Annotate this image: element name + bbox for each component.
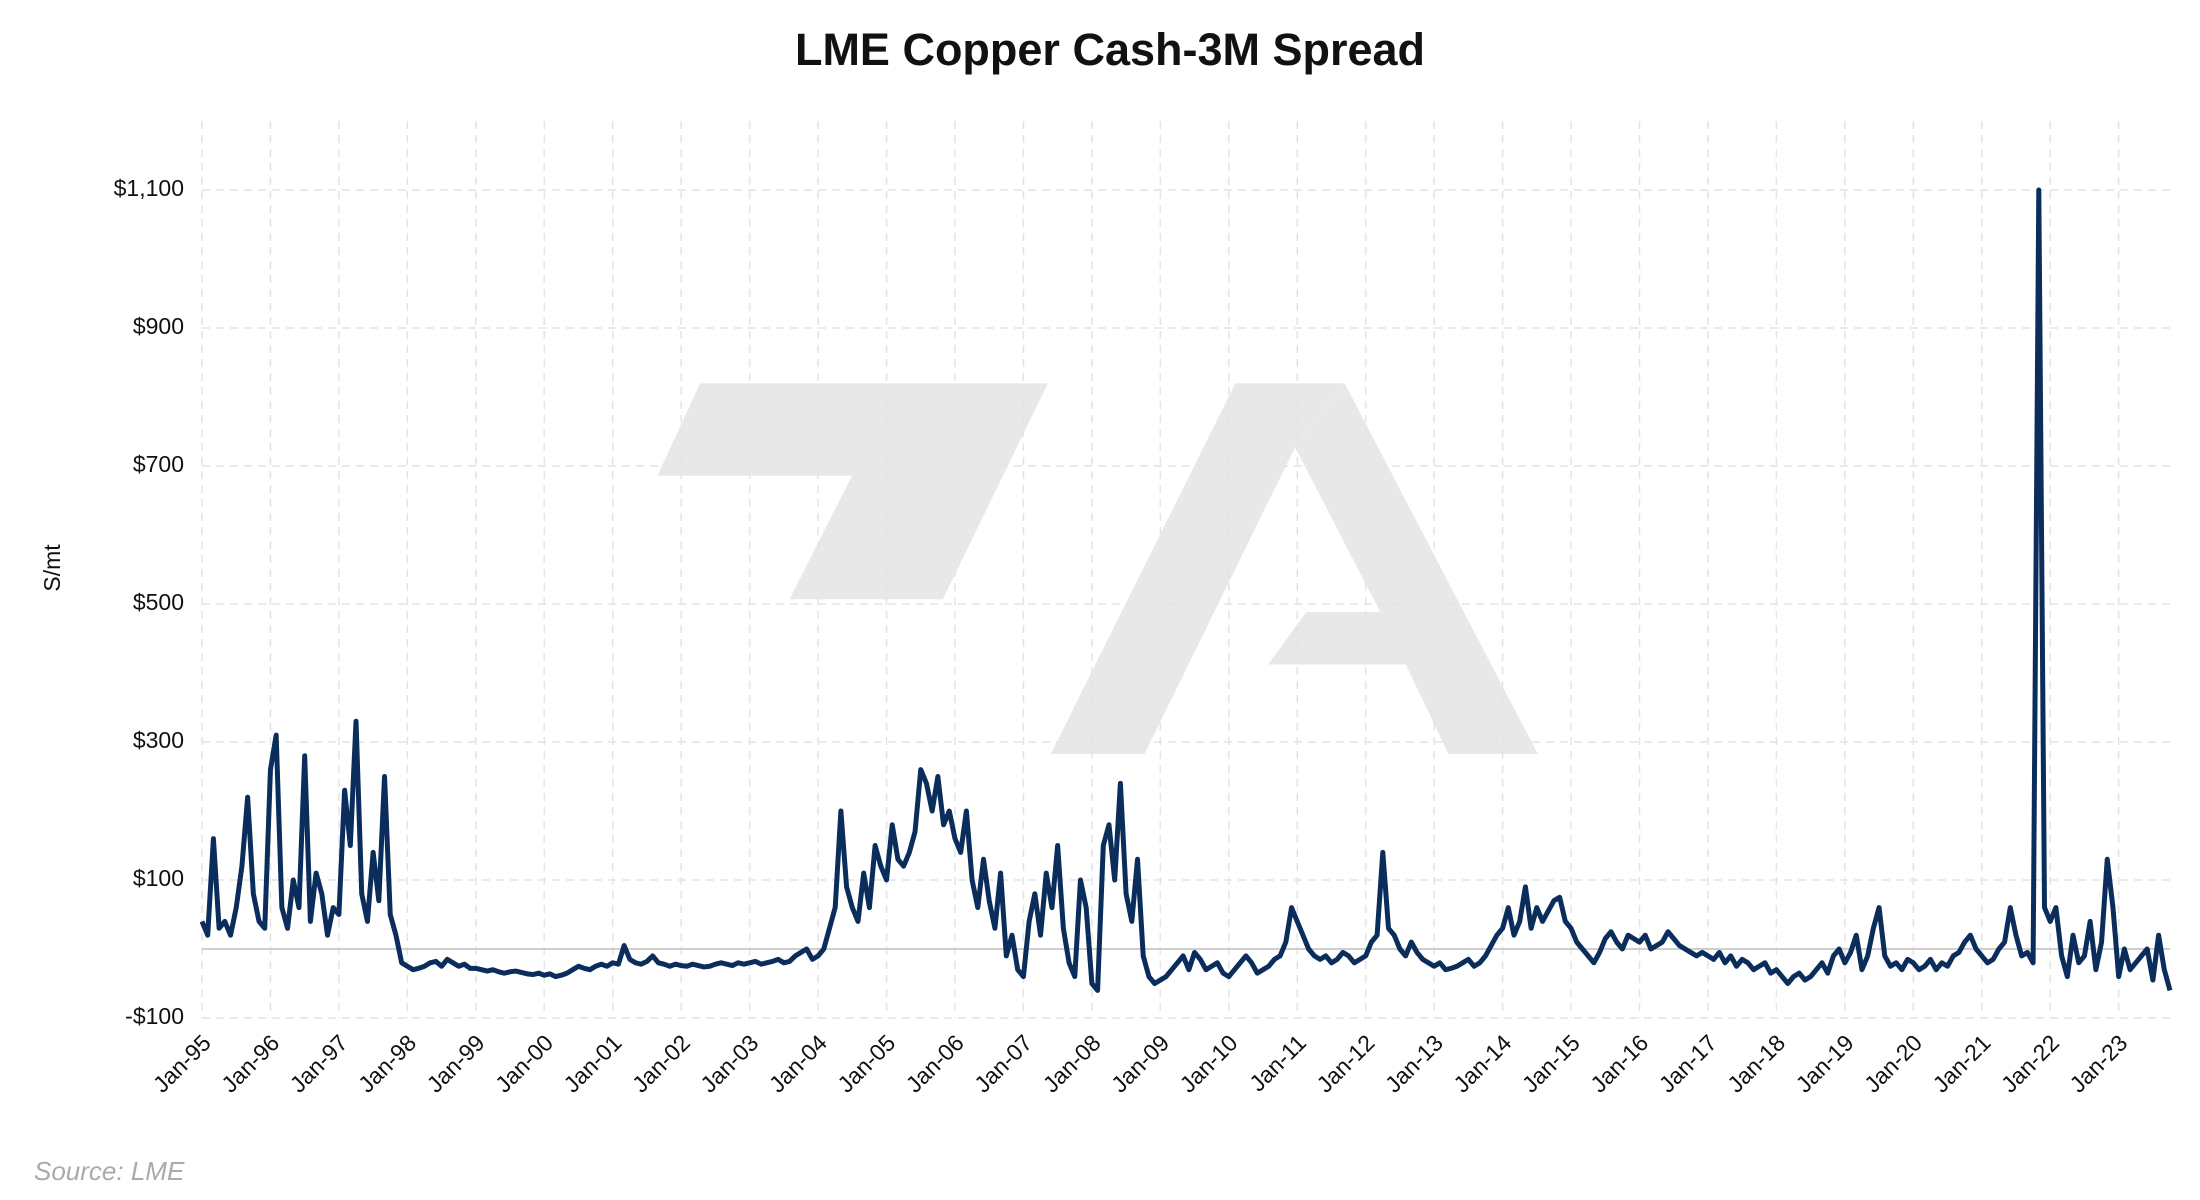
y-tick-label: $500	[133, 589, 184, 615]
x-tick-label: Jan-06	[901, 1029, 969, 1097]
y-tick-label: $1,100	[114, 175, 184, 201]
x-tick-label: Jan-99	[422, 1029, 490, 1097]
watermark-shape	[1268, 383, 1538, 755]
x-tick-label: Jan-98	[353, 1029, 421, 1097]
x-tick-label: Jan-96	[216, 1029, 284, 1097]
watermark-shape	[1050, 383, 1345, 755]
x-tick-label: Jan-19	[1791, 1029, 1859, 1097]
x-tick-label: Jan-17	[1654, 1029, 1722, 1097]
x-tick-label: Jan-13	[1380, 1029, 1448, 1097]
y-tick-label: $300	[133, 727, 184, 753]
data-line	[199, 187, 2173, 993]
x-tick-label: Jan-20	[1859, 1029, 1927, 1097]
x-tick-label: Jan-08	[1038, 1029, 1106, 1097]
x-tick-label: Jan-14	[1448, 1029, 1516, 1097]
watermark-shape	[657, 383, 1048, 600]
y-axis-label: S/mt	[39, 544, 65, 592]
x-tick-label: Jan-05	[832, 1029, 900, 1097]
chart-title: LME Copper Cash-3M Spread	[795, 24, 1425, 75]
x-tick-label: Jan-95	[148, 1029, 216, 1097]
x-tick-label: Jan-03	[695, 1029, 763, 1097]
x-tick-label: Jan-00	[490, 1029, 558, 1097]
x-tick-label: Jan-04	[764, 1029, 832, 1097]
x-tick-label: Jan-21	[1927, 1029, 1995, 1097]
y-tick-label: $100	[133, 865, 184, 891]
x-tick-label: Jan-18	[1722, 1029, 1790, 1097]
watermark	[657, 383, 1538, 755]
source: Source: LME	[34, 1156, 185, 1186]
x-tick-label: Jan-02	[627, 1029, 695, 1097]
y-tick-label: $900	[133, 313, 184, 339]
x-tick-label: Jan-10	[1175, 1029, 1243, 1097]
y-tick-label: -$100	[125, 1003, 184, 1029]
x-tick-label: Jan-01	[558, 1029, 626, 1097]
x-tick-label: Jan-09	[1106, 1029, 1174, 1097]
x-tick-label: Jan-11	[1244, 1029, 1311, 1096]
x-tick-label: Jan-97	[285, 1029, 353, 1097]
x-tick-label: Jan-16	[1585, 1029, 1653, 1097]
y-tick-label: $700	[133, 451, 184, 477]
x-tick-label: Jan-15	[1517, 1029, 1585, 1097]
x-tick-label: Jan-22	[1996, 1029, 2064, 1097]
x-tick-label: Jan-07	[969, 1029, 1037, 1097]
x-tick-label: Jan-12	[1311, 1029, 1379, 1097]
x-tick-label: Jan-23	[2064, 1029, 2132, 1097]
